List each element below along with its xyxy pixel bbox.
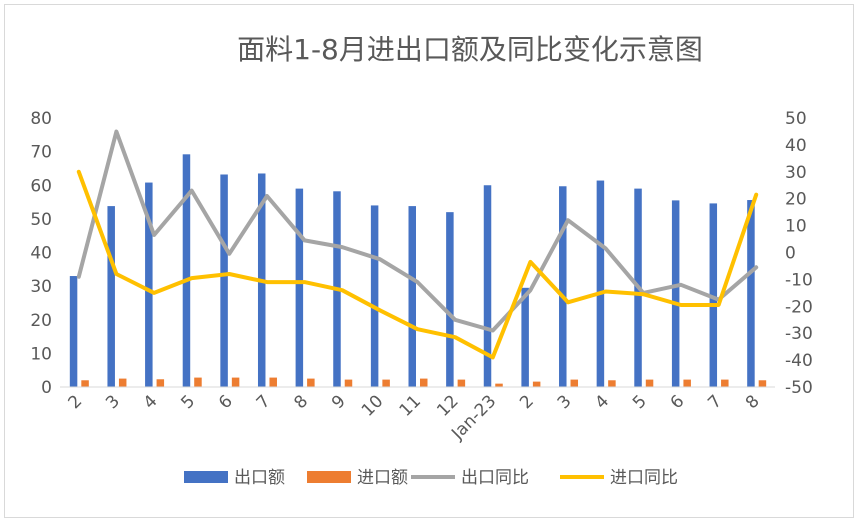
bar-import	[570, 379, 579, 387]
y-left-tick-label: 40	[30, 244, 52, 264]
y-left-tick-label: 70	[30, 143, 52, 163]
y-left-tick-label: 10	[30, 344, 52, 364]
bar-import	[721, 379, 729, 387]
y-right-tick-label: -10	[785, 270, 813, 290]
bar-import	[344, 379, 353, 387]
y-left-tick-label: 20	[30, 311, 52, 331]
y-right-tick-label: 50	[785, 109, 807, 129]
bar-export	[483, 185, 492, 387]
y-right-tick-label: -30	[785, 324, 813, 344]
bar-import	[420, 378, 428, 387]
x-tick-label: 11	[396, 391, 425, 420]
legend-label: 进口同比	[610, 468, 678, 488]
x-tick-label: 10	[358, 391, 387, 420]
x-tick-label: 8	[742, 391, 764, 413]
x-tick-label: 5	[177, 391, 199, 413]
y-left-tick-label: 0	[41, 378, 52, 398]
x-tick-label: 5	[629, 391, 651, 413]
y-right-tick-label: -20	[785, 297, 813, 317]
bar-export	[370, 205, 379, 387]
y-left-tick-label: 30	[30, 277, 52, 297]
bar-export	[408, 206, 416, 387]
bar-import	[495, 383, 503, 387]
bar-import	[156, 379, 165, 387]
x-tick-label: 6	[667, 391, 689, 413]
bar-export	[107, 206, 115, 387]
y-left-tick-label: 80	[30, 109, 52, 129]
legend-swatch	[184, 471, 228, 483]
bar-import	[683, 379, 691, 387]
bar-export	[145, 182, 153, 387]
bar-import	[608, 380, 616, 387]
y-right-tick-label: 30	[785, 163, 807, 183]
bar-import	[118, 378, 127, 387]
x-tick-label: 3	[554, 391, 576, 413]
x-tick-label: 2	[516, 391, 538, 413]
legend-swatch	[307, 471, 351, 483]
x-tick-label: 3	[102, 391, 124, 413]
x-tick-label: 6	[215, 391, 237, 413]
bar-import	[758, 380, 767, 387]
y-right-tick-label: 20	[785, 190, 807, 210]
bar-import	[81, 380, 89, 387]
line-export-yoy	[76, 129, 759, 333]
bar-import	[269, 377, 277, 387]
bar-export	[747, 200, 755, 387]
y-left-tick-label: 50	[30, 210, 52, 230]
bar-import	[645, 379, 654, 387]
y-right-tick-label: -40	[785, 351, 813, 371]
y-left-tick-label: 60	[30, 176, 52, 196]
bar-export	[446, 212, 454, 387]
x-tick-label: 4	[140, 391, 162, 413]
x-tick-label: 4	[591, 391, 613, 413]
bar-export	[709, 203, 718, 387]
x-tick-label: 7	[253, 391, 275, 413]
legend-label: 出口同比	[461, 468, 529, 488]
bar-import	[231, 377, 240, 387]
y-right-tick-label: -50	[785, 378, 813, 398]
bar-import	[382, 379, 390, 387]
bar-export	[521, 287, 529, 387]
bar-export	[671, 200, 680, 387]
bar-import	[194, 377, 202, 387]
legend-label: 出口额	[234, 468, 285, 488]
legend-label: 进口额	[357, 468, 408, 488]
bar-export	[559, 186, 567, 387]
bar-import	[307, 378, 315, 387]
y-right-tick-label: 10	[785, 217, 807, 237]
chart-title: 面料1-8月进出口额及同比变化示意图	[237, 33, 703, 66]
x-tick-label: 9	[328, 391, 350, 413]
x-tick-label: 2	[65, 391, 87, 413]
bar-import	[457, 379, 466, 387]
bar-export	[182, 154, 191, 387]
y-right-tick-label: 40	[785, 136, 807, 156]
line-import-yoy	[76, 169, 759, 360]
bar-export	[596, 180, 605, 387]
bar-import	[532, 381, 541, 387]
bar-export	[69, 276, 78, 387]
x-tick-label: 7	[704, 391, 726, 413]
bar-export	[295, 188, 304, 387]
x-tick-label: 12	[433, 391, 462, 420]
bar-export	[220, 174, 228, 387]
x-tick-label: 8	[290, 391, 312, 413]
y-right-tick-label: 0	[785, 244, 796, 264]
